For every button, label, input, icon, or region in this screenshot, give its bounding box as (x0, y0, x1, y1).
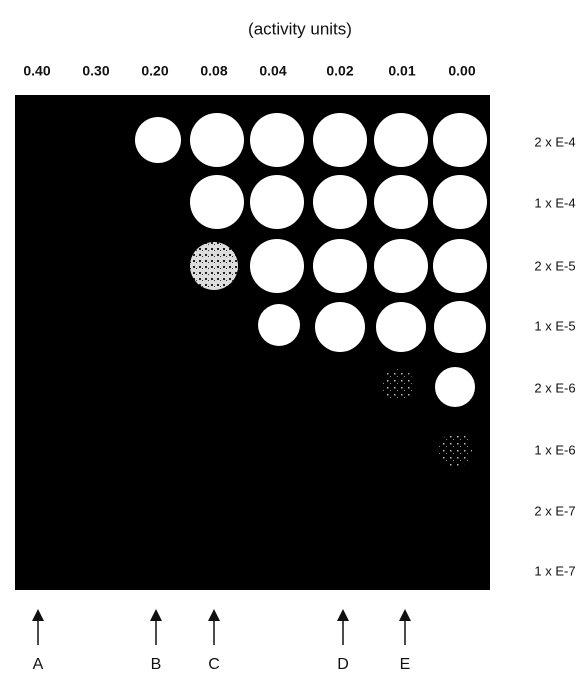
colony (250, 239, 304, 293)
column-label: 0.01 (388, 63, 415, 79)
row-label: 1 x E-6 (534, 442, 575, 457)
arrow-label: B (151, 656, 162, 673)
colony (313, 239, 367, 293)
column-label: 0.20 (141, 63, 168, 79)
row-label: 2 x E-7 (534, 503, 575, 518)
colony (258, 304, 300, 346)
colony (250, 175, 304, 229)
colony (434, 301, 486, 353)
colony (315, 302, 365, 352)
colony (374, 113, 428, 167)
column-label: 0.30 (82, 63, 109, 79)
arrow-label: C (208, 656, 220, 673)
colony (376, 302, 426, 352)
colony (190, 242, 238, 290)
column-label: 0.00 (448, 63, 475, 79)
arrow-label: D (337, 656, 349, 673)
column-label: 0.02 (326, 63, 353, 79)
column-label: 0.08 (200, 63, 227, 79)
colony (382, 369, 414, 401)
column-label: 0.40 (23, 63, 50, 79)
colony (313, 113, 367, 167)
colony (313, 175, 367, 229)
row-label: 1 x E-4 (534, 195, 575, 210)
colony (374, 175, 428, 229)
colony (435, 367, 475, 407)
colony (433, 239, 487, 293)
figure: (activity units) 0.40 0.30 0.20 0.08 0.04 0.0… (0, 0, 588, 675)
title: (activity units) (248, 19, 352, 38)
row-label: 1 x E-7 (534, 563, 575, 578)
colony (433, 175, 487, 229)
arrow-label: A (33, 656, 44, 673)
colony (250, 113, 304, 167)
colony (374, 239, 428, 293)
arrow-label: E (400, 656, 411, 673)
arrows (38, 615, 405, 645)
colony (190, 113, 244, 167)
colony (433, 113, 487, 167)
row-label: 2 x E-4 (534, 134, 575, 149)
row-label: 2 x E-6 (534, 380, 575, 395)
colony (438, 433, 472, 467)
colony (190, 175, 244, 229)
row-label: 2 x E-5 (534, 258, 575, 273)
row-label: 1 x E-5 (534, 318, 575, 333)
colony (135, 117, 181, 163)
column-label: 0.04 (259, 63, 286, 79)
